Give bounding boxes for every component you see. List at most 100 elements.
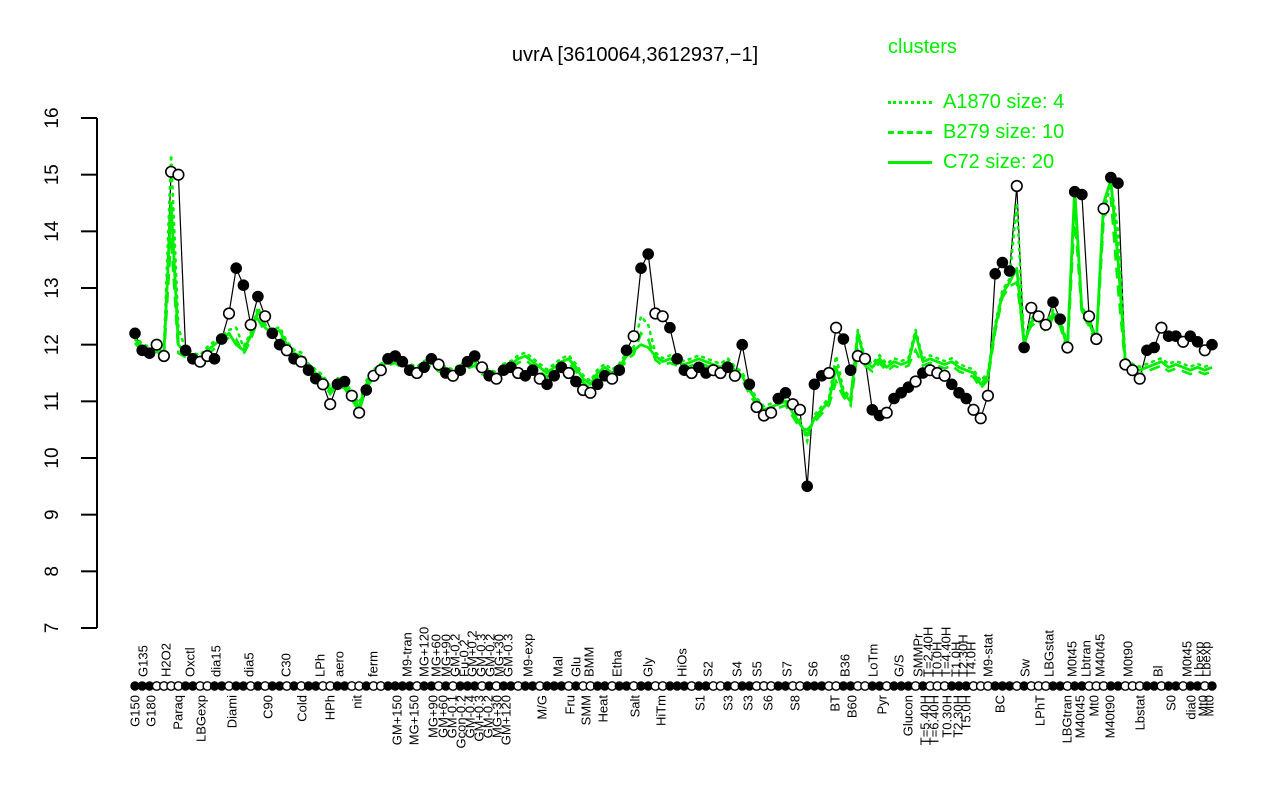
data-point [295, 355, 308, 368]
data-point [743, 378, 756, 391]
data-point [829, 321, 843, 334]
data-point [475, 361, 489, 374]
condition-label: M/G [535, 695, 550, 720]
condition-label: MG+60 [429, 634, 444, 677]
data-point [316, 378, 330, 391]
data-point [880, 406, 893, 419]
data-point [996, 256, 1009, 269]
condition-label: G150 [128, 695, 143, 727]
condition-label: MG+120 [417, 627, 432, 677]
data-point [208, 353, 221, 365]
data-point [584, 386, 597, 399]
condition-label: S0 [1164, 695, 1179, 711]
condition-marker-rug [130, 681, 1217, 691]
data-point [526, 364, 539, 377]
data-point [454, 364, 467, 377]
data-point [1003, 265, 1016, 277]
data-point [938, 369, 951, 382]
data-point [779, 387, 792, 399]
condition-label: MG+90 [439, 634, 454, 677]
condition-label: M40t45 [1073, 695, 1088, 738]
data-point [468, 350, 481, 362]
data-point [172, 168, 185, 181]
condition-label: GM+0.2 [465, 630, 480, 677]
condition-label: S7 [780, 661, 795, 677]
condition-label: Glucon [901, 695, 916, 736]
condition-label: LoTm [866, 644, 881, 677]
legend-entry: A1870 size: 4 [888, 91, 1064, 113]
condition-label: aero [332, 651, 347, 677]
data-point [541, 378, 553, 391]
condition-label: Heat [596, 695, 611, 723]
condition-label: M0t45 [1065, 641, 1080, 677]
condition-label: Mt0 [1196, 695, 1211, 717]
data-point [150, 338, 163, 351]
condition-label: T=4.40H [939, 627, 954, 677]
condition-label: BMM [582, 647, 597, 677]
condition-label: GM-0.2 [448, 634, 463, 677]
data-point [353, 406, 366, 419]
condition-label: LPh [313, 654, 328, 677]
condition-label: Lbexp [1199, 642, 1214, 677]
condition-label: Mt0 [1202, 695, 1217, 717]
y-tick-label: 16 [42, 107, 63, 128]
condition-label: S6 [806, 661, 821, 677]
condition-label: GM+150 [390, 695, 405, 745]
data-point [324, 398, 337, 411]
condition-label: Bl [1151, 665, 1166, 677]
y-tick-label: 8 [42, 566, 63, 577]
data-point [1047, 296, 1059, 309]
data-point [1148, 341, 1160, 354]
condition-label: Oxctl [183, 647, 198, 677]
condition-label: LBGstat [1042, 630, 1057, 677]
data-point [237, 279, 250, 292]
legend-entry-label: C72 size: 20 [943, 150, 1055, 173]
data-point [728, 369, 742, 382]
data-point [1082, 310, 1096, 323]
data-point [664, 321, 676, 334]
condition-label: T2.30H [951, 695, 966, 738]
condition-label: nit [350, 695, 365, 709]
data-point [909, 375, 922, 388]
data-point [1191, 336, 1204, 348]
y-tick-label: 15 [42, 164, 63, 185]
condition-label: M40t45 [1093, 634, 1108, 677]
data-point [252, 290, 264, 303]
condition-label: M0t90 [1121, 641, 1136, 677]
y-axis: 7 8 9 10 11 12 13 14 15 16 [42, 107, 98, 634]
condition-label: SMMPr [911, 633, 926, 677]
data-point [750, 400, 763, 414]
data-point [562, 366, 575, 380]
condition-label: S6 [761, 695, 776, 711]
data-point [396, 355, 409, 368]
condition-label: T=2.40H [921, 627, 936, 677]
condition-label: HiTm [654, 695, 669, 726]
data-point [266, 327, 279, 340]
data-point [244, 318, 257, 331]
legend-entry: B279 size: 10 [888, 121, 1064, 143]
data-point [974, 412, 987, 425]
data-point [418, 361, 430, 374]
condition-label: M9-tran [400, 632, 415, 677]
data-point [1133, 372, 1146, 385]
data-point [1032, 310, 1045, 323]
condition-label: T=5.40H [918, 695, 933, 745]
y-tick-label: 10 [42, 447, 63, 468]
data-point [1025, 301, 1038, 314]
data-point [837, 333, 850, 345]
condition-label: LBGexp [194, 695, 209, 742]
data-point [259, 310, 272, 323]
condition-label: Fu-0.2 [457, 639, 472, 677]
data-point [721, 361, 734, 374]
condition-label: GM+0.3 [472, 695, 487, 742]
y-tick-label: 7 [42, 623, 63, 634]
condition-label: B36 [838, 654, 853, 677]
condition-label: S4 [730, 661, 745, 677]
condition-label: MG+90 [426, 695, 441, 738]
condition-label: Paraq [171, 695, 186, 730]
data-point [620, 344, 633, 357]
data-point [635, 262, 647, 275]
condition-label: S3 [741, 695, 756, 711]
condition-label: S1 [693, 695, 708, 711]
condition-label: Lbstat [1133, 695, 1148, 731]
